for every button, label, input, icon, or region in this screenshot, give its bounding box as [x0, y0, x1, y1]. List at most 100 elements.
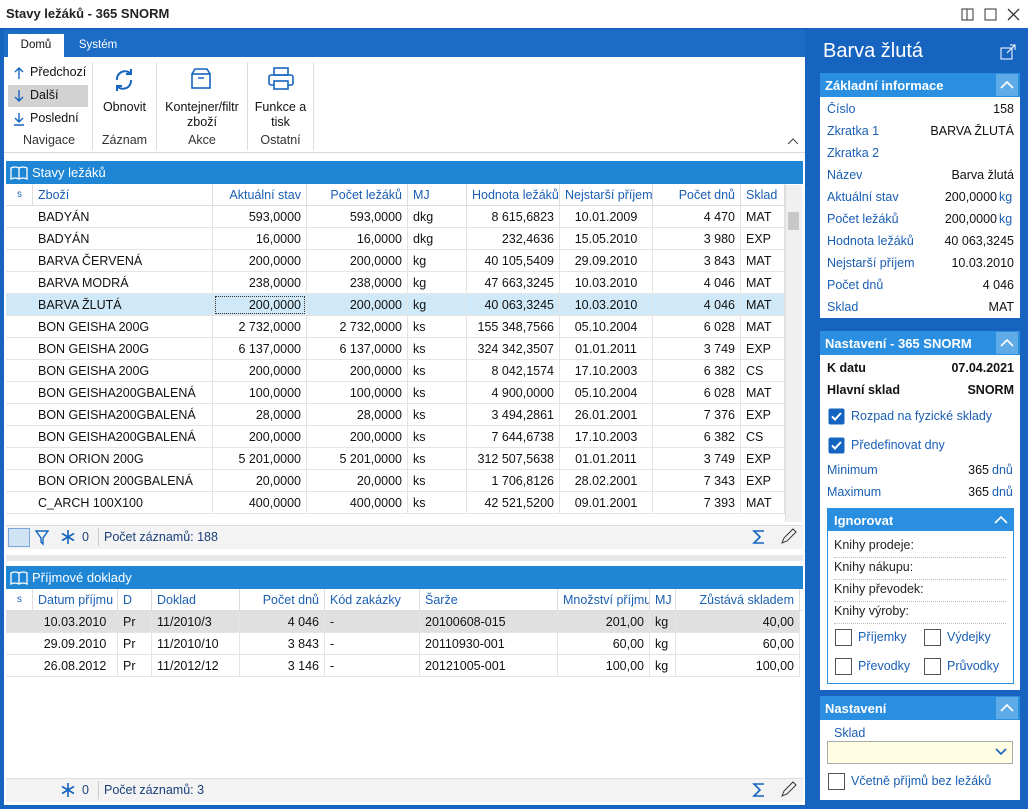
collapse-button[interactable] [996, 74, 1018, 96]
grid-row[interactable] [6, 655, 800, 677]
ribbon-button[interactable]: Funkce a tisk [254, 100, 307, 129]
grid-row[interactable] [6, 228, 785, 250]
grid-row[interactable] [6, 316, 785, 338]
column-header[interactable]: Sklad [741, 184, 785, 206]
popout-icon[interactable] [1000, 44, 1016, 60]
grid-cell: 3 980 [653, 228, 741, 250]
footer-actions[interactable] [752, 528, 802, 546]
column-header[interactable]: Kód zakázky [325, 589, 420, 611]
grid-row[interactable] [6, 470, 785, 492]
grid-cell: 593,0000 [213, 206, 307, 228]
grid-row[interactable] [6, 294, 785, 316]
grid-cell: kg [650, 655, 676, 677]
ribbon-group-label: Akce [188, 133, 216, 147]
grid-row[interactable] [6, 382, 785, 404]
column-header[interactable]: Množství příjmu [558, 589, 650, 611]
book-label[interactable]: Knihy nákupu: [834, 560, 1006, 580]
grid-row[interactable] [6, 426, 785, 448]
grid-row[interactable] [6, 206, 785, 228]
collapse-button[interactable] [996, 332, 1018, 354]
ribbon-group-label: Ostatní [260, 133, 301, 147]
column-header[interactable]: Datum příjmu [33, 589, 118, 611]
grid-row[interactable] [6, 633, 800, 655]
grid-cell: 200,0000 [213, 426, 307, 448]
checkbox[interactable] [828, 437, 845, 454]
footer-separator [98, 781, 99, 799]
grid-cell: 6 137,0000 [307, 338, 408, 360]
field-unit: kg [999, 190, 1013, 204]
grid-cell: MAT [741, 492, 785, 514]
column-header[interactable]: Nejstarší příjem [560, 184, 653, 206]
checkbox-label: Průvodky [947, 659, 1000, 673]
column-header[interactable]: Počet dnů [240, 589, 325, 611]
grid-row[interactable] [6, 611, 800, 633]
book-label[interactable]: Knihy prodeje: [834, 538, 1006, 558]
grid-cell: CS [741, 426, 785, 448]
nav-button[interactable]: Předchozí [30, 65, 87, 79]
nav-button[interactable]: Poslední [30, 111, 79, 125]
checkbox[interactable] [835, 629, 852, 646]
grid-cell: 40 063,3245 [467, 294, 560, 316]
grid-cell: Pr [118, 633, 152, 655]
window-controls[interactable] [958, 7, 1024, 23]
checkbox[interactable] [924, 658, 941, 675]
grid-row[interactable] [6, 338, 785, 360]
grid-cell: MAT [741, 206, 785, 228]
ribbon-collapse[interactable] [786, 136, 800, 146]
grid-cell: 200,0000 [307, 360, 408, 382]
grid-cell: BADYÁN [33, 228, 213, 250]
column-header[interactable]: Zůstává skladem [676, 589, 800, 611]
column-header[interactable]: Počet ležáků [307, 184, 408, 206]
grid-row[interactable] [6, 272, 785, 294]
grid-cell: 01.01.2011 [560, 338, 653, 360]
column-header[interactable]: Doklad [152, 589, 240, 611]
column-header[interactable]: MJ [408, 184, 467, 206]
funnel-icon[interactable] [34, 529, 52, 547]
warehouse-input[interactable] [827, 741, 1013, 764]
ribbon-tab[interactable]: Systém [78, 39, 118, 51]
column-header[interactable]: Zboží [33, 184, 213, 206]
column-header[interactable]: Aktuální stav [213, 184, 307, 206]
column-header[interactable]: D [118, 589, 152, 611]
grid-cell: MAT [741, 316, 785, 338]
dropdown-icon[interactable] [993, 745, 1009, 759]
grid-cell: 312 507,5638 [467, 448, 560, 470]
column-header[interactable]: s [6, 184, 33, 206]
column-header[interactable]: Počet dnů [653, 184, 741, 206]
grid-row[interactable] [6, 492, 785, 514]
ribbon-button[interactable]: Kontejner/filtr zboží [165, 100, 239, 129]
column-header[interactable]: MJ [650, 589, 676, 611]
grid-cell: BON ORION 200GBALENÁ [33, 470, 213, 492]
book-label[interactable]: Knihy převodek: [834, 582, 1006, 602]
panel-section-header [820, 73, 1020, 97]
grid-cell: ks [408, 492, 467, 514]
grid-header-row [6, 184, 803, 206]
panel-section-title: Nastavení - 365 SNORM [825, 336, 972, 351]
grid-cell: kg [650, 611, 676, 633]
ribbon-button[interactable]: Obnovit [102, 100, 147, 114]
grid-row[interactable] [6, 448, 785, 470]
book-label[interactable]: Knihy výroby: [834, 604, 1006, 624]
footer-separator [98, 528, 99, 546]
column-header[interactable]: Hodnota ležáků [467, 184, 560, 206]
ribbon-tab[interactable]: Domů [8, 34, 64, 57]
column-header[interactable]: s [6, 589, 33, 611]
grid-cell: 20110930-001 [420, 633, 558, 655]
column-header[interactable]: Šarže [420, 589, 558, 611]
grid-row[interactable] [6, 360, 785, 382]
grid-row[interactable] [6, 250, 785, 272]
checkbox[interactable] [835, 658, 852, 675]
checkbox[interactable] [828, 408, 845, 425]
ignore-box [827, 508, 1014, 684]
checkbox[interactable] [828, 773, 845, 790]
checkbox[interactable] [924, 629, 941, 646]
footer-actions[interactable] [752, 781, 802, 799]
grid-cell: 1 706,8126 [467, 470, 560, 492]
field-value: 40 063,3245 [944, 234, 1014, 248]
field-label: K datu [827, 361, 866, 375]
collapse-button[interactable] [990, 510, 1012, 530]
grid-cell: MAT [741, 294, 785, 316]
nav-button[interactable]: Další [30, 88, 59, 102]
grid-row[interactable] [6, 404, 785, 426]
collapse-button[interactable] [996, 697, 1018, 719]
